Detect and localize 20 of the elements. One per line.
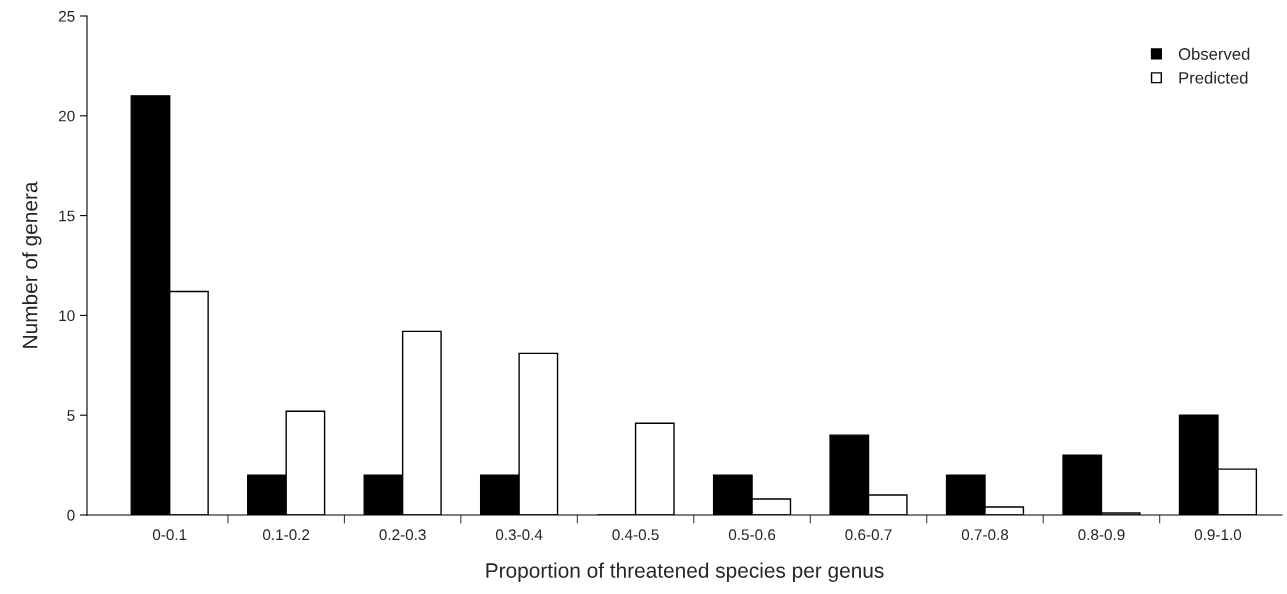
x-tick-label: 0.6-0.7 — [845, 529, 892, 541]
x-tick-label: 0-0.1 — [152, 529, 187, 541]
x-tick-label: 0.4-0.5 — [612, 529, 659, 541]
x-tick-label: 0.3-0.4 — [495, 529, 543, 541]
x-tick-label: 0.9-1.0 — [1194, 529, 1242, 541]
y-tick-label: 20 — [58, 110, 75, 122]
x-axis-title: Proportion of threatened species per genus — [486, 562, 884, 582]
legend-label: Predicted — [1179, 71, 1248, 84]
legend-label: Observed — [1178, 47, 1250, 60]
x-tick-label: 0.5-0.6 — [728, 529, 776, 541]
x-tick-label: 0.7-0.8 — [961, 529, 1009, 541]
y-tick-label: 5 — [67, 410, 75, 421]
y-tick-label: 10 — [59, 310, 75, 322]
y-tick-label: 25 — [58, 10, 75, 22]
y-axis-title: Number of genera — [22, 181, 42, 348]
y-tick-label: 0 — [67, 509, 75, 521]
x-tick-label: 0.1-0.2 — [262, 529, 310, 541]
y-tick-label: 15 — [59, 210, 75, 222]
x-tick-label: 0.8-0.9 — [1078, 529, 1125, 541]
x-tick-label: 0.2-0.3 — [379, 529, 426, 541]
